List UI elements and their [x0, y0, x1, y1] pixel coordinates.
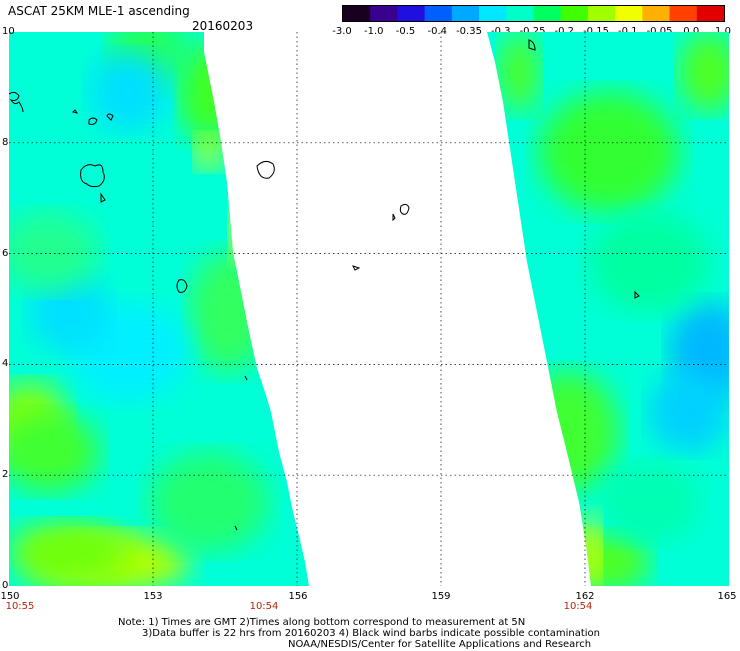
- colorbar-segment: [397, 6, 426, 21]
- lon-tick-162: 162: [575, 591, 595, 602]
- wind-speed-patch: [89, 52, 169, 132]
- colorbar-tick: -0.05: [646, 26, 673, 37]
- wind-speed-patch: [599, 462, 699, 542]
- footer-credit: NOAA/NESDIS/Center for Satellite Applica…: [288, 639, 592, 650]
- colorbar-segment: [642, 6, 671, 21]
- time-label-156: 10:54: [249, 601, 279, 612]
- colorbar-tick: -0.35: [456, 26, 482, 37]
- wind-speed-patch: [189, 252, 269, 372]
- colorbar-segment: [533, 6, 562, 21]
- wind-speed-patch: [149, 452, 269, 552]
- lat-tick-0: 0: [2, 580, 9, 591]
- colorbar-tick: -3.0: [332, 26, 352, 37]
- colorbar-tick: -0.4: [427, 26, 448, 37]
- footer-note-1: Note: 1) Times are GMT 2)Times along bot…: [118, 617, 526, 628]
- colorbar-segment: [669, 6, 698, 21]
- wind-speed-patch: [539, 92, 679, 212]
- wind-speed-patch: [195, 134, 223, 170]
- lon-tick-153: 153: [143, 591, 163, 602]
- colorbar-segment: [343, 6, 371, 21]
- lon-tick-150: 150: [0, 591, 20, 602]
- colorbar-tick: -0.1: [617, 26, 638, 37]
- wind-speed-patch: [519, 372, 619, 492]
- lat-tick-8: 8: [2, 137, 9, 148]
- colorbar-segment: [451, 6, 480, 21]
- colorbar-segment: [560, 6, 589, 21]
- lat-tick-6: 6: [2, 248, 9, 259]
- wind-speed-patch: [229, 202, 249, 262]
- colorbar: [342, 5, 725, 22]
- wind-speed-patch: [499, 32, 539, 112]
- time-label-162: 10:54: [563, 601, 593, 612]
- wind-speed-patch: [589, 212, 709, 312]
- wind-speed-patch: [9, 522, 129, 582]
- colorbar-tick: -0.2: [554, 26, 575, 37]
- wind-speed-patch: [9, 212, 99, 292]
- footer-note-2: 3)Data buffer is 22 hrs from 20160203 4)…: [142, 628, 600, 639]
- colorbar-segment: [696, 6, 724, 21]
- colorbar-tick: 0.0: [683, 26, 700, 37]
- lat-lon-grid: [9, 32, 729, 586]
- lat-tick-10: 10: [2, 26, 15, 37]
- lon-tick-165: 165: [717, 591, 737, 602]
- colorbar-tick: -0.5: [395, 26, 416, 37]
- colorbar-tick: -1.0: [363, 26, 384, 37]
- lon-tick-156: 156: [288, 591, 308, 602]
- lat-tick-4: 4: [2, 358, 9, 369]
- wind-field-map: [9, 32, 729, 586]
- wind-speed-patch: [679, 32, 729, 112]
- map-date: 20160203: [192, 19, 254, 33]
- colorbar-segment: [370, 6, 399, 21]
- colorbar-tick: 1.0: [715, 26, 731, 37]
- colorbar-tick: -0.25: [519, 26, 546, 37]
- colorbar-tick: -0.3: [490, 26, 511, 37]
- colorbar-segment: [587, 6, 616, 21]
- colorbar-segment: [424, 6, 453, 21]
- colorbar-segment: [506, 6, 535, 21]
- lon-tick-159: 159: [431, 591, 451, 602]
- colorbar-segment: [479, 6, 507, 21]
- colorbar-segment: [615, 6, 643, 21]
- wind-speed-patch: [649, 372, 729, 452]
- colorbar-tick: -0.15: [583, 26, 609, 37]
- map-title: ASCAT 25KM MLE-1 ascending: [8, 4, 190, 18]
- lat-tick-2: 2: [2, 469, 9, 480]
- wind-speed-patch: [9, 412, 99, 492]
- time-label-150: 10:55: [5, 601, 35, 612]
- island-outlines: [9, 39, 640, 531]
- scatterometer-swaths: [9, 32, 729, 586]
